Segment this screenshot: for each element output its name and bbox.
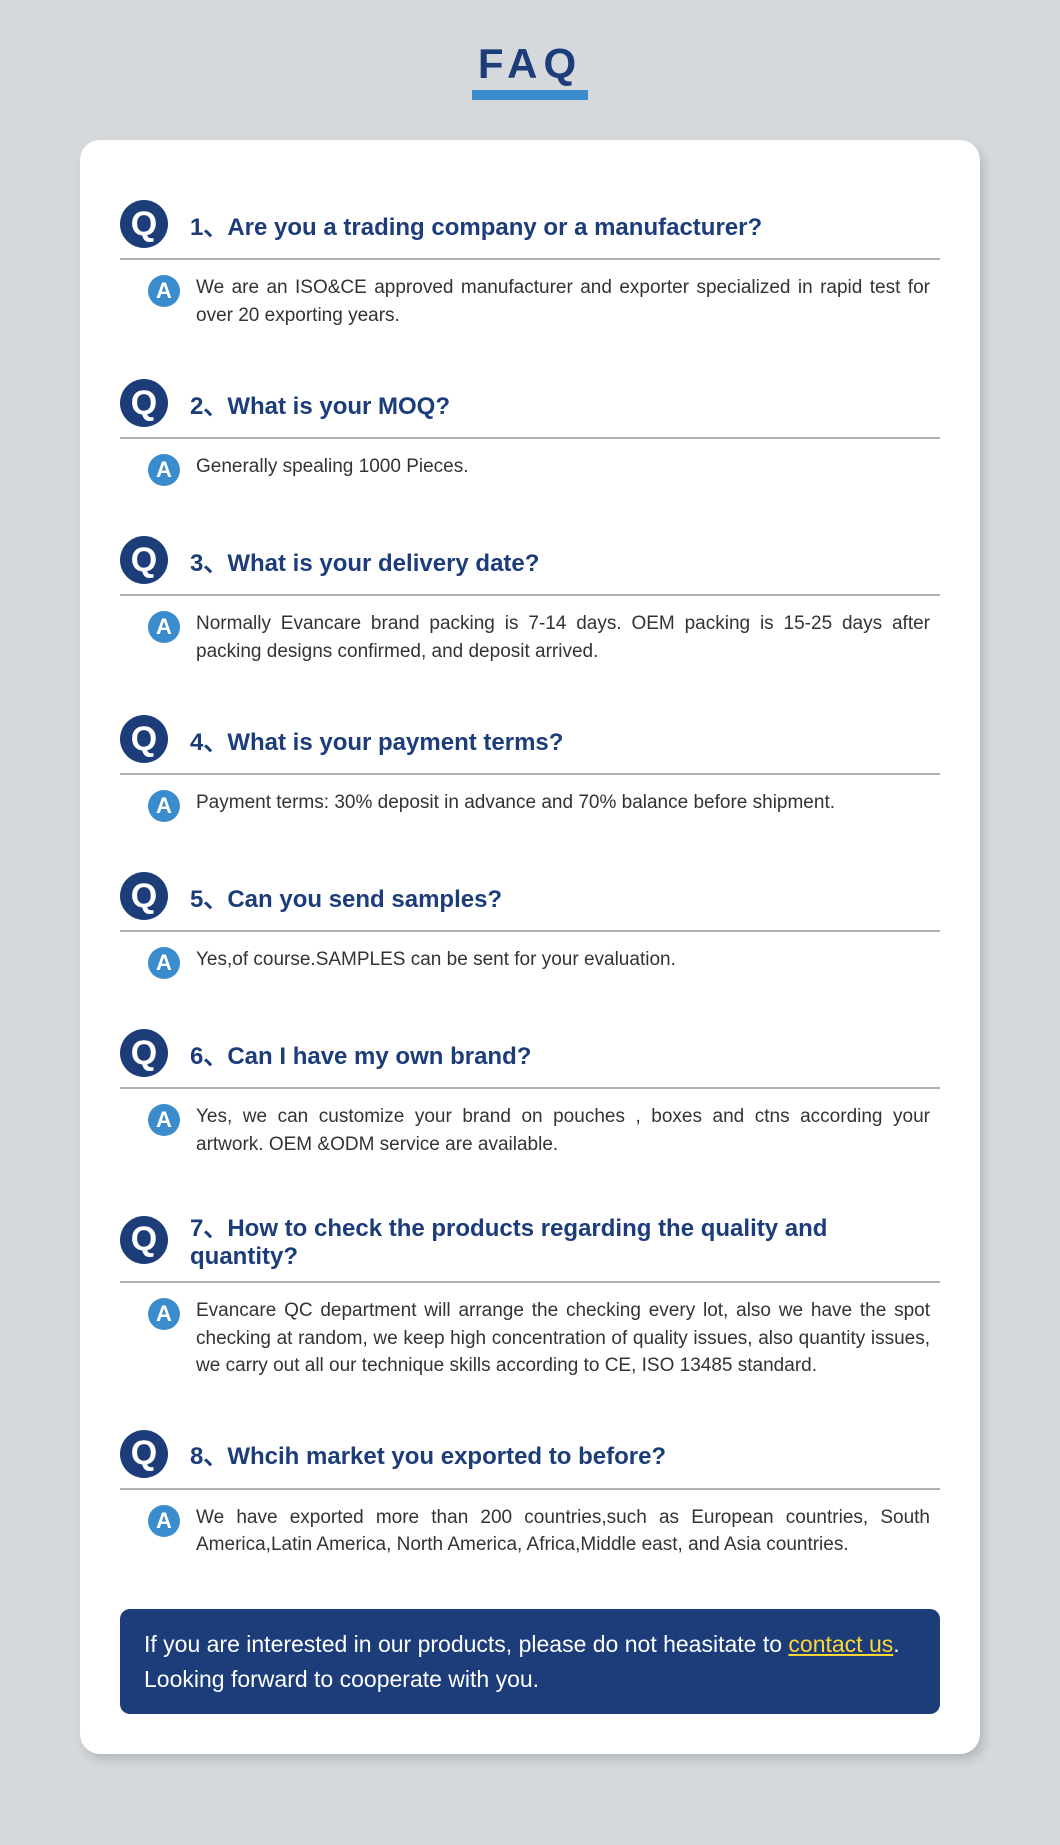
page-title-text: FAQ: [472, 40, 588, 100]
question-row: Q 6、Can I have my own brand?: [120, 1029, 940, 1089]
answer-badge-icon: A: [148, 947, 180, 979]
faq-item: Q 1、Are you a trading company or a manufa…: [120, 200, 940, 329]
question-badge-icon: Q: [120, 1029, 168, 1077]
question-text: 7、How to check the products regarding th…: [190, 1208, 940, 1271]
answer-badge-icon: A: [148, 454, 180, 486]
faq-item: Q 8、Whcih market you exported to before? A…: [120, 1430, 940, 1559]
answer-text: Yes,of course.SAMPLES can be sent for yo…: [196, 946, 686, 974]
question-badge-icon: Q: [120, 536, 168, 584]
faq-item: Q 7、How to check the products regarding t…: [120, 1208, 940, 1380]
answer-badge-icon: A: [148, 1505, 180, 1537]
answer-row: A Evancare QC department will arrange the…: [120, 1297, 940, 1380]
faq-item: Q 5、Can you send samples? A Yes,of course.S…: [120, 872, 940, 979]
faq-item: Q 2、What is your MOQ? A Generally spealing …: [120, 379, 940, 486]
answer-row: A Payment terms: 30% deposit in advance a…: [120, 789, 940, 822]
answer-badge-icon: A: [148, 790, 180, 822]
footer-bar: If you are interested in our products, p…: [120, 1609, 940, 1714]
faq-item: Q 4、What is your payment terms? A Payment t…: [120, 715, 940, 822]
answer-row: A Yes, we can customize your brand on pou…: [120, 1103, 940, 1158]
answer-text: Payment terms: 30% deposit in advance an…: [196, 789, 845, 817]
question-text: 1、Are you a trading company or a manufac…: [190, 207, 762, 242]
question-text: 6、Can I have my own brand?: [190, 1036, 531, 1071]
question-row: Q 5、Can you send samples?: [120, 872, 940, 932]
answer-text: Generally spealing 1000 Pieces.: [196, 453, 479, 481]
question-badge-icon: Q: [120, 1216, 168, 1264]
answer-text: We have exported more than 200 countries…: [196, 1504, 940, 1559]
question-text: 5、Can you send samples?: [190, 879, 502, 914]
faq-list: Q 1、Are you a trading company or a manufa…: [120, 200, 940, 1559]
question-row: Q 4、What is your payment terms?: [120, 715, 940, 775]
answer-row: A Generally spealing 1000 Pieces.: [120, 453, 940, 486]
answer-row: A We are an ISO&CE approved manufacturer …: [120, 274, 940, 329]
answer-badge-icon: A: [148, 1298, 180, 1330]
question-badge-icon: Q: [120, 715, 168, 763]
answer-text: Evancare QC department will arrange the …: [196, 1297, 940, 1380]
question-badge-icon: Q: [120, 1430, 168, 1478]
answer-text: We are an ISO&CE approved manufacturer a…: [196, 274, 940, 329]
answer-row: A Normally Evancare brand packing is 7-14…: [120, 610, 940, 665]
faq-card: Q 1、Are you a trading company or a manufa…: [80, 140, 980, 1754]
answer-badge-icon: A: [148, 1104, 180, 1136]
faq-item: Q 6、Can I have my own brand? A Yes, we can …: [120, 1029, 940, 1158]
answer-badge-icon: A: [148, 275, 180, 307]
question-row: Q 3、What is your delivery date?: [120, 536, 940, 596]
question-text: 2、What is your MOQ?: [190, 386, 450, 421]
question-text: 3、What is your delivery date?: [190, 543, 539, 578]
answer-badge-icon: A: [148, 611, 180, 643]
question-text: 8、Whcih market you exported to before?: [190, 1436, 666, 1471]
question-row: Q 8、Whcih market you exported to before?: [120, 1430, 940, 1490]
question-badge-icon: Q: [120, 379, 168, 427]
question-row: Q 1、Are you a trading company or a manufa…: [120, 200, 940, 260]
question-row: Q 2、What is your MOQ?: [120, 379, 940, 439]
page-title: FAQ: [0, 40, 1060, 100]
question-row: Q 7、How to check the products regarding t…: [120, 1208, 940, 1283]
answer-text: Yes, we can customize your brand on pouc…: [196, 1103, 940, 1158]
question-badge-icon: Q: [120, 872, 168, 920]
contact-us-link[interactable]: contact us: [788, 1631, 893, 1657]
question-text: 4、What is your payment terms?: [190, 722, 563, 757]
answer-text: Normally Evancare brand packing is 7-14 …: [196, 610, 940, 665]
faq-item: Q 3、What is your delivery date? A Normally …: [120, 536, 940, 665]
answer-row: A Yes,of course.SAMPLES can be sent for y…: [120, 946, 940, 979]
answer-row: A We have exported more than 200 countrie…: [120, 1504, 940, 1559]
footer-prefix: If you are interested in our products, p…: [144, 1631, 788, 1657]
question-badge-icon: Q: [120, 200, 168, 248]
